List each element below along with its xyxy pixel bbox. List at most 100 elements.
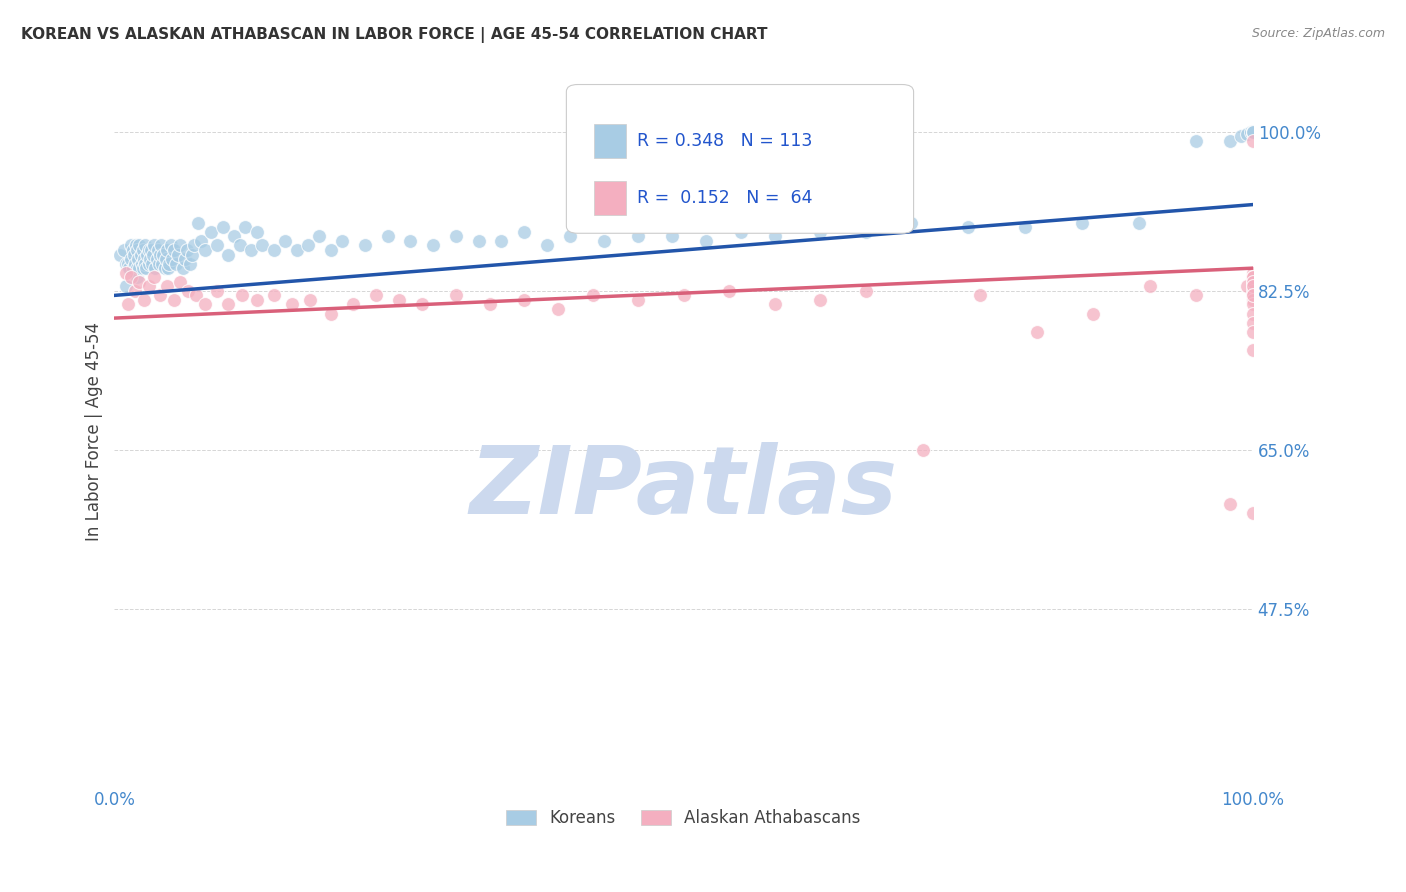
Koreans (169, 238, 191, 252)
Alaskan Athabascans (149, 288, 172, 302)
Koreans (1071, 216, 1094, 230)
Koreans (134, 257, 156, 271)
Koreans (263, 243, 285, 257)
Koreans (1241, 125, 1264, 139)
Koreans (319, 243, 342, 257)
Koreans (240, 243, 263, 257)
Koreans (593, 234, 616, 248)
Koreans (148, 257, 170, 271)
Koreans (160, 238, 183, 252)
Alaskan Athabascans (186, 288, 208, 302)
Koreans (808, 225, 831, 239)
Koreans (957, 220, 980, 235)
Text: R = 0.348   N = 113: R = 0.348 N = 113 (637, 132, 813, 150)
Koreans (142, 247, 165, 261)
Alaskan Athabascans (1241, 284, 1264, 298)
Koreans (1236, 127, 1258, 141)
Alaskan Athabascans (114, 266, 136, 280)
Koreans (1241, 125, 1264, 139)
Y-axis label: In Labor Force | Age 45-54: In Labor Force | Age 45-54 (86, 322, 103, 541)
Alaskan Athabascans (1241, 266, 1264, 280)
Koreans (491, 234, 513, 248)
Koreans (124, 257, 146, 271)
Koreans (131, 257, 153, 271)
Koreans (179, 257, 201, 271)
Koreans (145, 261, 167, 276)
Koreans (156, 243, 179, 257)
Koreans (422, 238, 444, 252)
Koreans (118, 261, 141, 276)
Koreans (128, 261, 150, 276)
Koreans (1241, 125, 1264, 139)
Alaskan Athabascans (718, 284, 741, 298)
Koreans (172, 261, 194, 276)
Koreans (1241, 125, 1264, 139)
Koreans (1230, 129, 1253, 144)
Alaskan Athabascans (299, 293, 322, 307)
Koreans (167, 247, 190, 261)
Koreans (145, 252, 167, 266)
Alaskan Athabascans (217, 297, 239, 311)
Koreans (627, 229, 650, 244)
Alaskan Athabascans (246, 293, 269, 307)
Alaskan Athabascans (263, 288, 285, 302)
Koreans (763, 229, 786, 244)
Koreans (162, 252, 184, 266)
Alaskan Athabascans (194, 297, 217, 311)
Alaskan Athabascans (169, 275, 191, 289)
Koreans (155, 252, 177, 266)
Koreans (467, 234, 489, 248)
Koreans (138, 252, 160, 266)
Koreans (183, 238, 205, 252)
Koreans (194, 243, 217, 257)
Koreans (141, 257, 163, 271)
Koreans (150, 257, 173, 271)
Koreans (444, 229, 467, 244)
Alaskan Athabascans (366, 288, 388, 302)
Koreans (399, 234, 422, 248)
Alaskan Athabascans (1185, 288, 1208, 302)
Koreans (297, 238, 319, 252)
Alaskan Athabascans (1241, 325, 1264, 339)
Koreans (217, 247, 239, 261)
Koreans (285, 243, 308, 257)
Alaskan Athabascans (411, 297, 433, 311)
Alaskan Athabascans (1241, 297, 1264, 311)
Koreans (661, 229, 683, 244)
Alaskan Athabascans (1236, 279, 1258, 293)
Koreans (211, 220, 233, 235)
Koreans (152, 247, 174, 261)
Alaskan Athabascans (143, 270, 166, 285)
Koreans (252, 238, 274, 252)
Koreans (855, 225, 877, 239)
Koreans (132, 243, 155, 257)
Alaskan Athabascans (1241, 293, 1264, 307)
Koreans (127, 243, 149, 257)
Koreans (108, 247, 131, 261)
Koreans (1241, 125, 1264, 139)
Koreans (330, 234, 353, 248)
Alaskan Athabascans (1241, 288, 1264, 302)
Koreans (354, 238, 377, 252)
Koreans (146, 243, 169, 257)
Bar (593, 181, 626, 215)
Koreans (112, 243, 135, 257)
Koreans (205, 238, 228, 252)
Koreans (308, 229, 330, 244)
Alaskan Athabascans (162, 293, 184, 307)
Koreans (1128, 216, 1150, 230)
Koreans (121, 261, 143, 276)
Alaskan Athabascans (1241, 288, 1264, 302)
Alaskan Athabascans (581, 288, 603, 302)
FancyBboxPatch shape (567, 85, 914, 234)
Alaskan Athabascans (627, 293, 650, 307)
Koreans (186, 216, 208, 230)
Koreans (135, 261, 157, 276)
Text: Source: ZipAtlas.com: Source: ZipAtlas.com (1251, 27, 1385, 40)
Koreans (730, 225, 752, 239)
Koreans (128, 238, 150, 252)
Alaskan Athabascans (156, 279, 179, 293)
Alaskan Athabascans (855, 284, 877, 298)
Alaskan Athabascans (388, 293, 411, 307)
Koreans (1185, 134, 1208, 148)
